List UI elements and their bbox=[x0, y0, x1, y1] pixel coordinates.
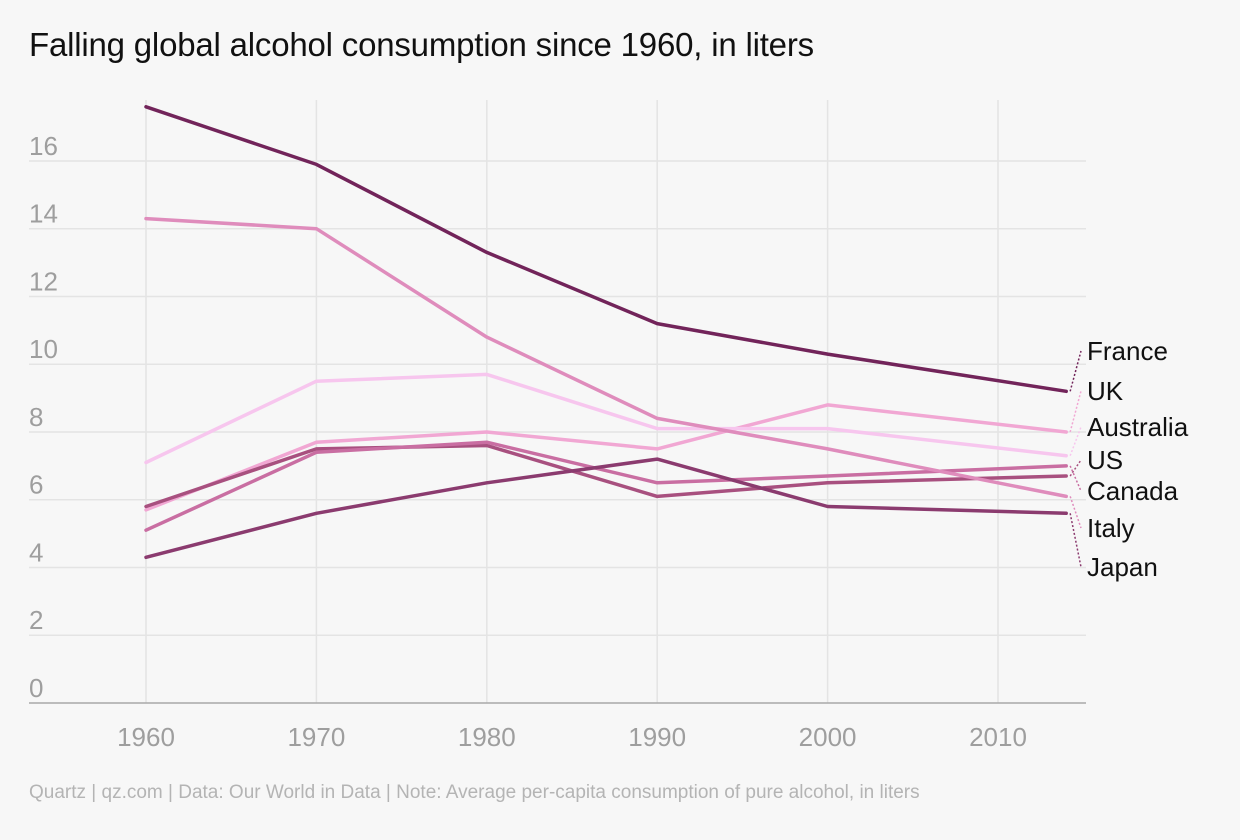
legend-label-australia: Australia bbox=[1087, 412, 1189, 442]
y-tick-label-0: 0 bbox=[29, 673, 43, 703]
series-line-canada bbox=[144, 440, 1068, 532]
legend-label-us: US bbox=[1087, 445, 1123, 475]
series-line-italy bbox=[144, 216, 1068, 499]
legend-label-japan: Japan bbox=[1087, 552, 1158, 582]
x-tick-label-2010: 2010 bbox=[969, 722, 1027, 752]
legend-leader-australia bbox=[1069, 426, 1082, 456]
legend-leader-france bbox=[1069, 350, 1082, 392]
y-tick-label-8: 8 bbox=[29, 402, 43, 432]
chart-note: Quartz | qz.com | Data: Our World in Dat… bbox=[29, 782, 920, 803]
y-tick-label-14: 14 bbox=[29, 199, 58, 229]
legend-leader-us bbox=[1069, 459, 1082, 477]
series-line-uk bbox=[144, 403, 1068, 512]
legend-label-canada: Canada bbox=[1087, 476, 1179, 506]
legend-leader-canada bbox=[1069, 465, 1082, 492]
x-tick-label-1970: 1970 bbox=[287, 722, 345, 752]
y-tick-label-6: 6 bbox=[29, 470, 43, 500]
legend-leader-japan bbox=[1069, 513, 1082, 568]
y-tick-label-4: 4 bbox=[29, 537, 43, 567]
axis-ticks: 0 2 4 6 8 10 12 14 16 1960 1970 1980 1990 2000 2010 bbox=[29, 131, 1027, 752]
x-tick-label-2000: 2000 bbox=[799, 722, 857, 752]
y-tick-label-12: 12 bbox=[29, 266, 58, 296]
gridlines bbox=[29, 100, 1086, 703]
x-tick-label-1960: 1960 bbox=[117, 722, 175, 752]
series-lines bbox=[144, 105, 1068, 560]
x-tick-label-1990: 1990 bbox=[628, 722, 686, 752]
x-tick-label-1980: 1980 bbox=[458, 722, 516, 752]
legend-leader-uk bbox=[1069, 390, 1082, 433]
legend-label-uk: UK bbox=[1087, 376, 1124, 406]
chart-title: Falling global alcohol consumption since… bbox=[29, 26, 814, 63]
legend-leader-italy bbox=[1069, 496, 1082, 529]
legend-label-france: France bbox=[1087, 336, 1168, 366]
y-tick-label-10: 10 bbox=[29, 334, 58, 364]
series-line-france bbox=[144, 105, 1068, 394]
y-tick-label-2: 2 bbox=[29, 605, 43, 635]
legend-label-italy: Italy bbox=[1087, 513, 1135, 543]
y-tick-label-16: 16 bbox=[29, 131, 58, 161]
series-line-australia bbox=[144, 372, 1068, 465]
series-line-japan bbox=[144, 457, 1068, 560]
